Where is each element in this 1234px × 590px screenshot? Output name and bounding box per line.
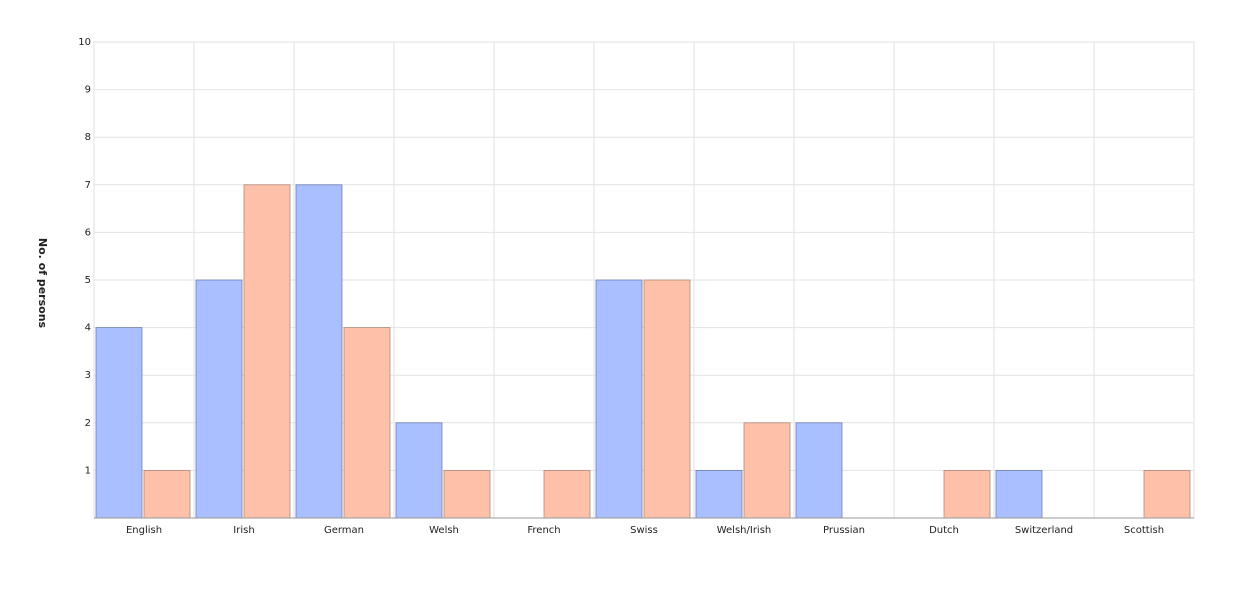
x-tick-label: Scottish	[1124, 525, 1164, 536]
x-tick-label: Welsh	[429, 525, 459, 536]
bar	[343, 327, 391, 519]
bar	[743, 422, 791, 519]
y-tick-label: 3	[85, 370, 91, 381]
x-tick-label: German	[324, 525, 364, 536]
x-tick-label: Irish	[233, 525, 254, 536]
bar	[643, 279, 691, 519]
y-tick-label: 10	[78, 37, 91, 48]
x-tick-label: English	[126, 525, 162, 536]
bar	[995, 469, 1043, 519]
y-tick-label: 7	[85, 180, 91, 191]
x-tick-label: Swiss	[630, 525, 658, 536]
bar	[395, 422, 443, 519]
bar	[143, 469, 191, 519]
bar	[595, 279, 643, 519]
bar	[795, 422, 843, 519]
y-tick-label: 2	[85, 418, 91, 429]
x-tick-label: Switzerland	[1015, 525, 1073, 536]
bar	[1143, 469, 1191, 519]
y-tick-label: 5	[85, 275, 91, 286]
bar	[95, 327, 143, 519]
bar	[195, 279, 243, 519]
bar	[243, 184, 291, 519]
x-tick-label: French	[527, 525, 560, 536]
bar	[543, 469, 591, 519]
y-tick-label: 6	[85, 227, 91, 238]
bar	[443, 469, 491, 519]
x-tick-label: Prussian	[823, 525, 865, 536]
x-tick-label: Dutch	[929, 525, 959, 536]
y-tick-label: 1	[85, 465, 91, 476]
bar	[695, 469, 743, 519]
bar	[943, 469, 991, 519]
x-tick-label: Welsh/Irish	[717, 525, 772, 536]
bar	[295, 184, 343, 519]
y-tick-label: 9	[85, 85, 91, 96]
y-axis-label: No. of persons	[36, 238, 49, 329]
y-tick-label: 8	[85, 132, 91, 143]
y-tick-label: 4	[85, 323, 91, 334]
